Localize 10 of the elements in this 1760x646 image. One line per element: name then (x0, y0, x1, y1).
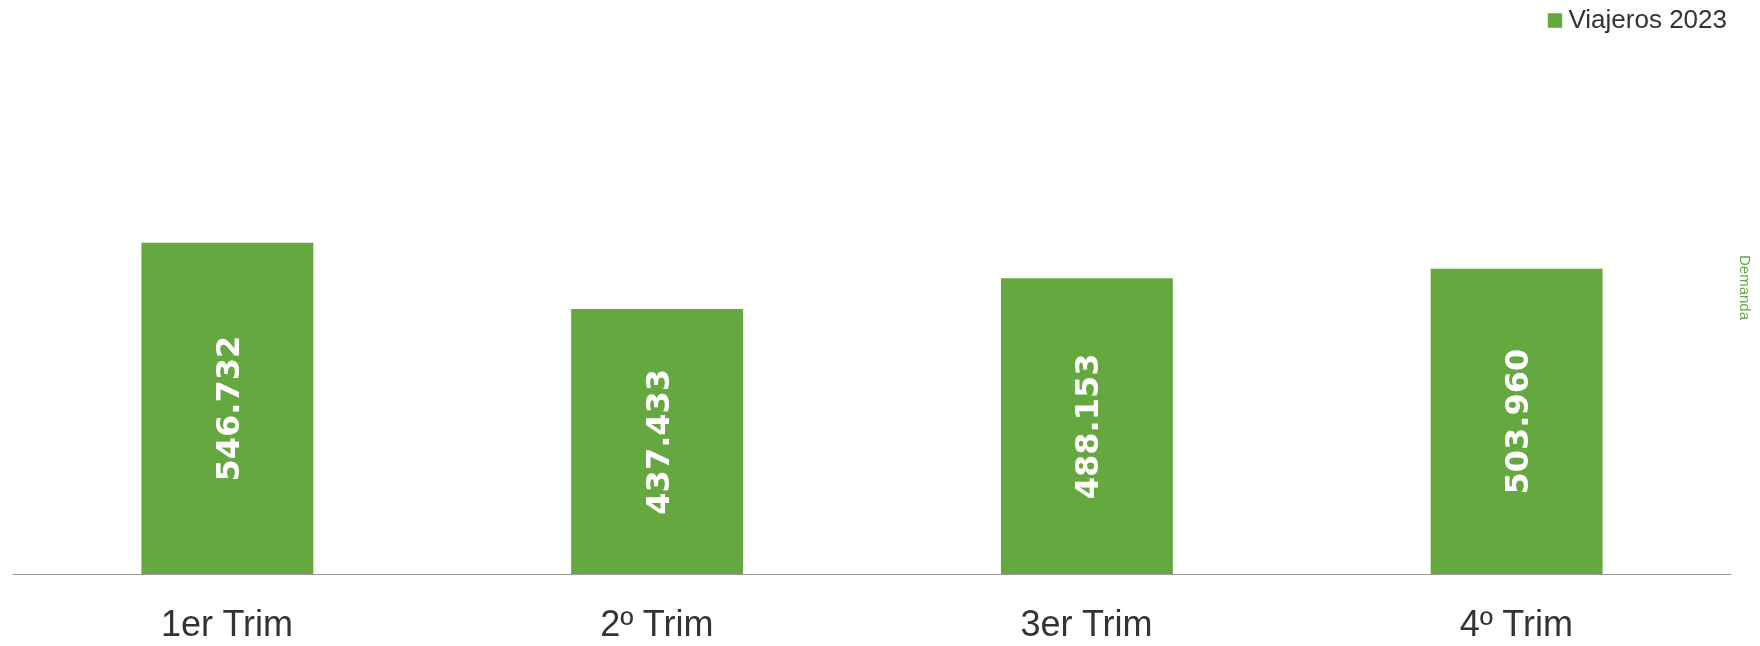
x-tick-label: 3er Trim (1020, 602, 1153, 644)
data-label: 503.960 (1498, 348, 1537, 495)
text: Demanda (1736, 254, 1754, 321)
legend-label: Viajeros 2023 (1568, 4, 1727, 35)
data-label: 488.153 (1068, 353, 1107, 500)
x-tick-label: 4º Trim (1459, 602, 1573, 644)
x-tick-label: 1er Trim (161, 602, 294, 644)
data-label: 546.732 (208, 335, 247, 482)
x-tick-label: 2º Trim (600, 602, 714, 644)
data-label: 437.433 (638, 368, 677, 515)
